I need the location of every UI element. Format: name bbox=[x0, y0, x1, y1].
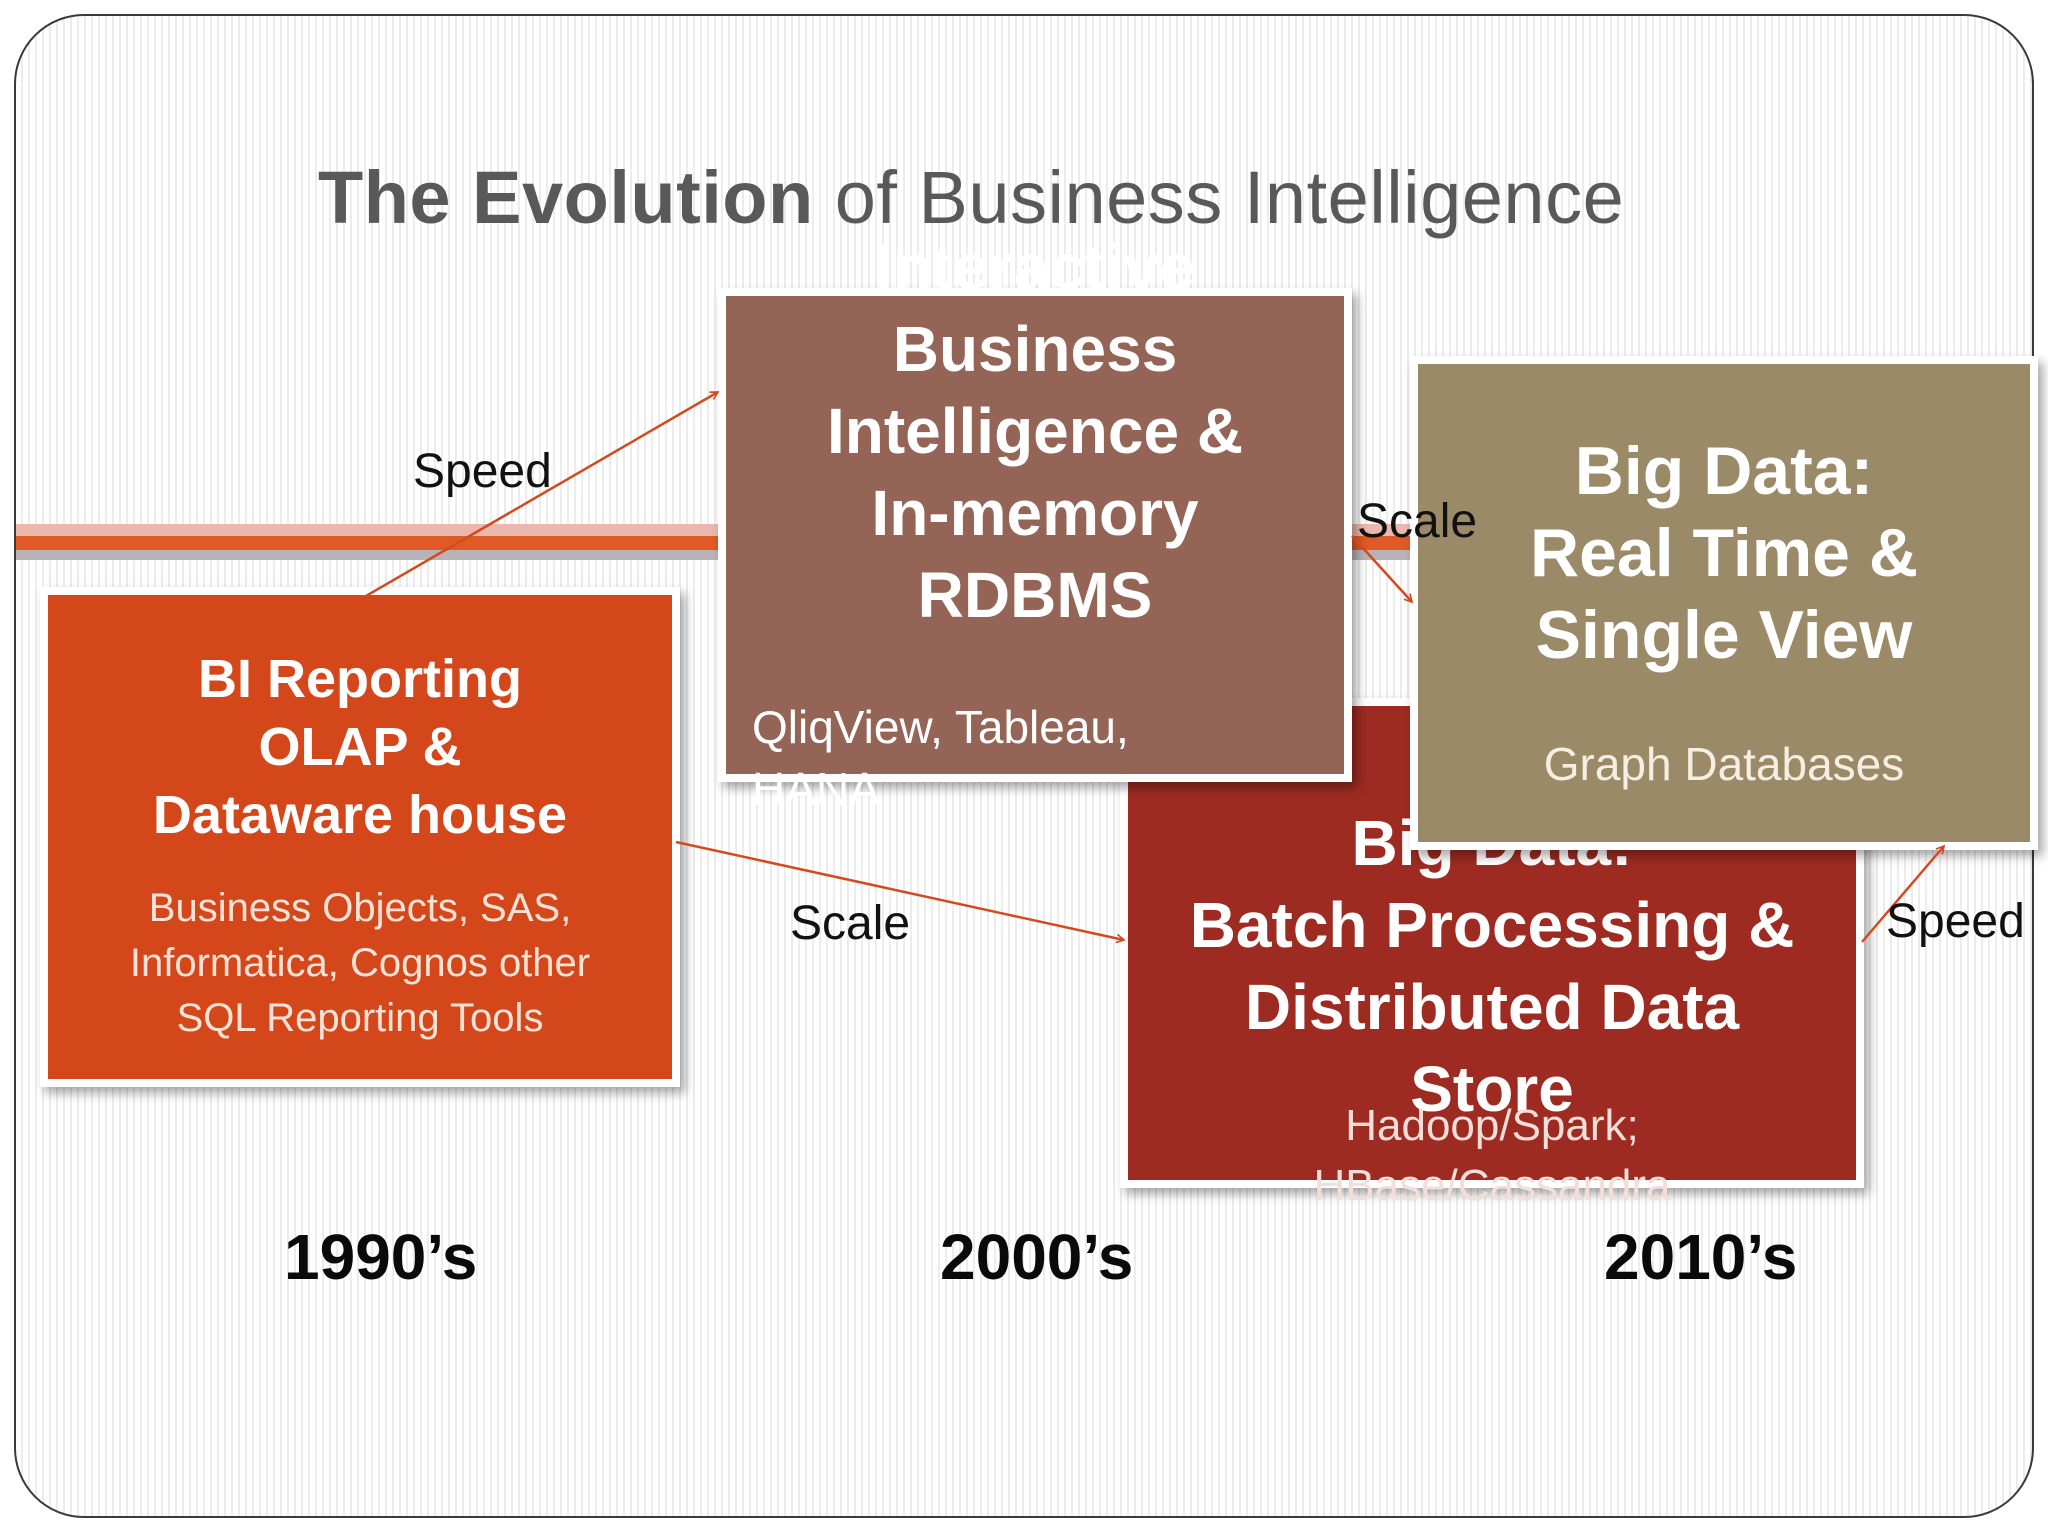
heading-line: BI Reporting bbox=[198, 649, 522, 709]
interactive-bi-tools: QliqView, Tableau, HANA bbox=[752, 696, 1192, 820]
heading-line: Store bbox=[1410, 1053, 1574, 1125]
heading-line: Business bbox=[892, 313, 1178, 385]
speed-arrow-2 bbox=[1861, 846, 1944, 943]
bi-reporting-heading: BI Reporting OLAP & Dataware house bbox=[48, 645, 672, 849]
heading-line: Single View bbox=[1535, 597, 1913, 673]
heading-line: RDBMS bbox=[917, 559, 1153, 631]
heading-line: Distributed Data bbox=[1244, 971, 1740, 1043]
big-data-realtime-box: Big Data: Real Time & Single View Graph … bbox=[1410, 356, 2038, 850]
tools-line: HANA bbox=[752, 763, 880, 815]
heading-line: Interactive bbox=[874, 231, 1196, 303]
speed-arrow-1 bbox=[365, 390, 718, 598]
big-data-realtime-heading: Big Data: Real Time & Single View bbox=[1418, 430, 2030, 676]
interactive-bi-box: Interactive Business Intelligence & In-m… bbox=[718, 231, 1352, 815]
heading-line: Real Time & bbox=[1529, 515, 1918, 591]
big-data-realtime-tools: Graph Databases bbox=[1418, 734, 2030, 794]
tools-line: Informatica, Cognos other bbox=[129, 941, 591, 985]
heading-line: Batch Processing & bbox=[1189, 889, 1795, 961]
era-label-2000s: 2000’s bbox=[940, 1221, 1134, 1293]
heading-line: Dataware house bbox=[152, 785, 568, 845]
scale-label: Scale bbox=[790, 897, 911, 950]
tools-line: Hadoop/Spark; bbox=[1345, 1101, 1639, 1150]
era-label-2010s: 2010’s bbox=[1604, 1221, 1798, 1293]
tools-line: Business Objects, SAS, bbox=[148, 886, 572, 930]
tools-line: QliqView, Tableau, bbox=[752, 701, 1129, 753]
scale-arrow-1 bbox=[1351, 535, 1412, 602]
era-label-1990s: 1990’s bbox=[284, 1221, 478, 1293]
tools-line: SQL Reporting Tools bbox=[176, 996, 544, 1040]
speed-label: Speed bbox=[413, 445, 552, 498]
tools-line: HBase/Cassandra bbox=[1313, 1161, 1671, 1210]
tools-line: Graph Databases bbox=[1543, 738, 1905, 790]
heading-line: Big Data: bbox=[1574, 433, 1874, 509]
scale-arrow-2 bbox=[675, 840, 1124, 940]
slide-title: The Evolution of Business Intelligence bbox=[318, 155, 1624, 240]
title-bold: The Evolution bbox=[318, 156, 814, 239]
heading-line: OLAP & bbox=[258, 717, 462, 777]
heading-line: In-memory bbox=[871, 477, 1199, 549]
big-data-batch-tools: Hadoop/Spark; HBase/Cassandra bbox=[1128, 1096, 1856, 1216]
interactive-bi-heading: Interactive Business Intelligence & In-m… bbox=[726, 226, 1344, 636]
speed-label: Speed bbox=[1886, 895, 2025, 948]
bi-reporting-tools: Business Objects, SAS, Informatica, Cogn… bbox=[48, 881, 672, 1046]
scale-label: Scale bbox=[1357, 495, 1478, 548]
title-rest: of Business Intelligence bbox=[813, 156, 1625, 239]
bi-reporting-box: BI Reporting OLAP & Dataware house Busin… bbox=[40, 587, 680, 1087]
heading-line: Intelligence & bbox=[826, 395, 1244, 467]
